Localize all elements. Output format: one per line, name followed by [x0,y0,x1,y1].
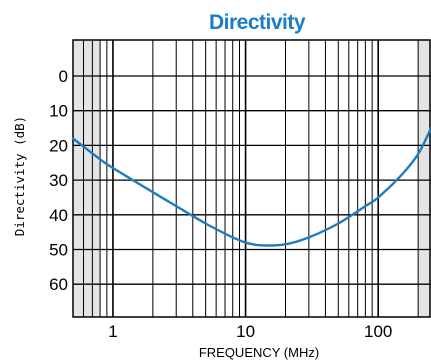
y-tick-label: 60 [49,275,68,294]
shaded-band-1 [418,40,431,317]
y-tick-label: 0 [59,67,68,86]
x-tick-label: 1 [108,322,117,341]
y-axis-label: Directivity (dB) [12,116,27,236]
y-tick-label: 10 [49,102,68,121]
y-tick-label: 50 [49,241,68,260]
x-tick-label: 100 [364,322,392,341]
x-axis-label: FREQUENCY (MHz) [199,345,319,360]
y-tick-label: 20 [49,136,68,155]
series-line-0 [71,126,431,247]
chart-title: Directivity [209,11,306,34]
x-tick-label: 10 [236,322,255,341]
plot-background [73,40,431,317]
y-tick-label: 40 [49,206,68,225]
plot-border [72,39,431,318]
y-tick-label: 30 [49,171,68,190]
shaded-band-0 [73,40,101,317]
